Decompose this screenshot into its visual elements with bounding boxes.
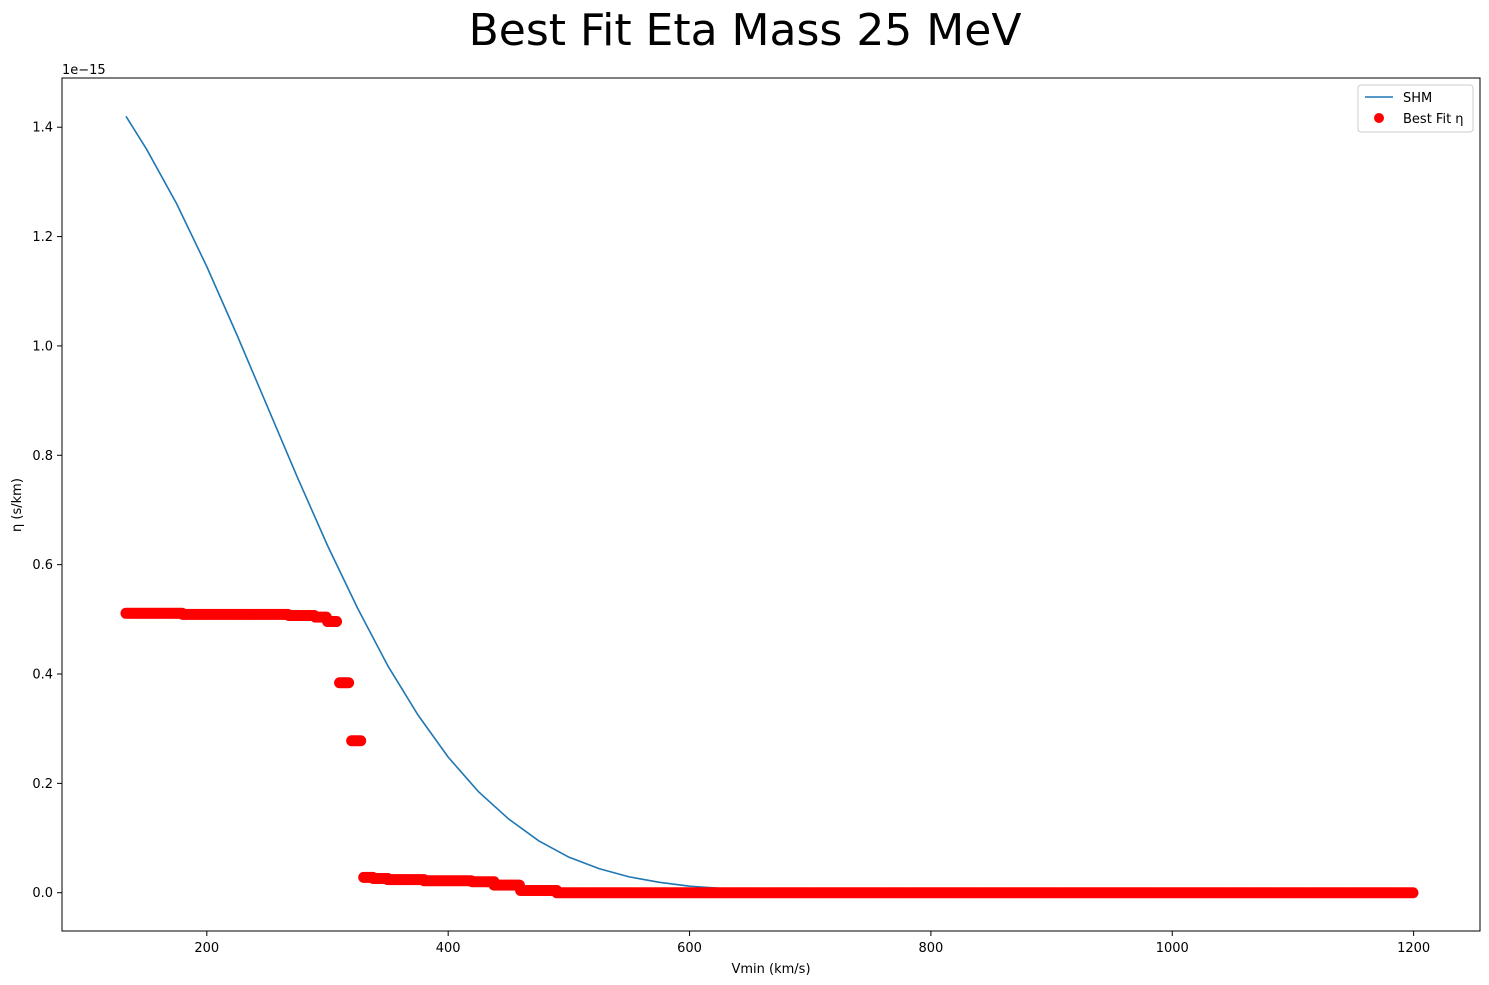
y-tick-label: 0.6 <box>32 558 53 573</box>
y-axis-label: η (s/km) <box>10 478 25 532</box>
y-offset-label: 1e−15 <box>62 63 106 78</box>
y-tick-label: 0.4 <box>32 668 53 683</box>
x-tick-label: 200 <box>194 941 219 956</box>
y-tick-label: 0.8 <box>32 449 53 464</box>
scatter-point <box>1407 887 1419 899</box>
x-tick-label: 600 <box>677 941 702 956</box>
legend: SHM Best Fit η <box>1357 84 1474 133</box>
x-axis-ticks: 200 400 600 800 1000 1200 <box>194 931 1430 956</box>
y-tick-label: 0.0 <box>32 886 53 901</box>
scatter-point <box>355 735 367 747</box>
y-tick-label: 1.0 <box>32 339 53 354</box>
scatter-point <box>331 616 343 628</box>
chart-title: Best Fit Eta Mass 25 MeV <box>469 5 1022 56</box>
x-tick-label: 400 <box>436 941 461 956</box>
y-tick-label: 0.2 <box>32 777 53 792</box>
legend-label-shm: SHM <box>1403 91 1432 106</box>
plot-area <box>62 78 1480 931</box>
y-tick-label: 1.2 <box>32 230 53 245</box>
x-axis-label: Vmin (km/s) <box>731 962 810 977</box>
series-points-best-fit <box>120 607 1419 899</box>
x-tick-label: 800 <box>918 941 943 956</box>
legend-label-best-fit: Best Fit η <box>1403 112 1464 127</box>
y-axis-ticks: 0.0 0.2 0.4 0.6 0.8 1.0 1.2 1.4 <box>32 121 62 901</box>
legend-swatch-best-fit <box>1374 113 1384 123</box>
x-tick-label: 1000 <box>1156 941 1189 956</box>
scatter-point <box>343 677 355 689</box>
x-tick-label: 1200 <box>1397 941 1430 956</box>
plot-frame <box>61 77 1481 932</box>
y-tick-label: 1.4 <box>32 121 53 136</box>
